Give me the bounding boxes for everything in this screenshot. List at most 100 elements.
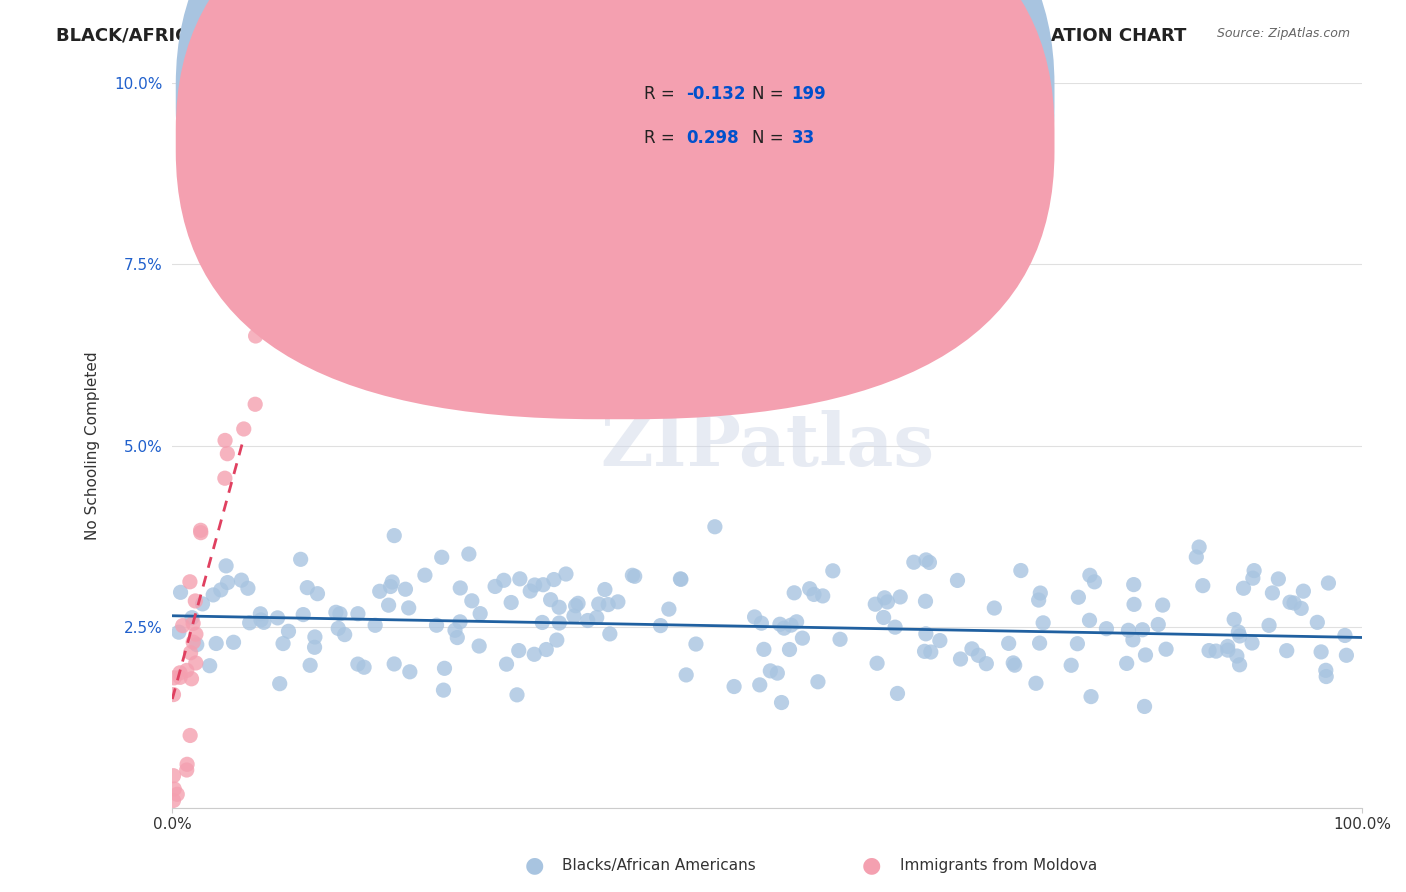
Point <box>253 615 276 630</box>
Point <box>243 397 266 411</box>
Point <box>915 627 938 641</box>
Point <box>523 648 546 662</box>
Point <box>457 547 479 561</box>
Point <box>599 627 621 641</box>
Point <box>865 597 887 611</box>
Point <box>876 595 898 609</box>
Point <box>1185 550 1208 565</box>
Point <box>179 729 201 743</box>
Point <box>353 660 375 674</box>
Point <box>249 185 271 199</box>
Text: Blacks/African Americans: Blacks/African Americans <box>562 858 756 872</box>
Point <box>1025 676 1047 690</box>
Point <box>519 584 541 599</box>
Point <box>181 635 204 649</box>
Point <box>180 646 202 660</box>
Point <box>967 648 990 663</box>
Point <box>576 614 599 628</box>
Point <box>903 555 925 569</box>
Point <box>866 657 889 671</box>
Point <box>304 640 326 655</box>
Point <box>598 598 620 612</box>
Point <box>209 582 232 597</box>
Text: Immigrants from Moldova: Immigrants from Moldova <box>900 858 1097 872</box>
Text: N =: N = <box>752 85 789 103</box>
Point <box>509 572 531 586</box>
Text: ●: ● <box>524 855 544 875</box>
Point <box>1232 581 1254 595</box>
Point <box>249 607 271 621</box>
Point <box>184 594 207 608</box>
Point <box>769 617 792 632</box>
Point <box>669 573 692 587</box>
Point <box>413 568 436 582</box>
Point <box>1002 656 1025 670</box>
Point <box>231 573 253 587</box>
Point <box>468 639 491 653</box>
Point <box>169 585 191 599</box>
Point <box>1132 623 1154 637</box>
Point <box>333 627 356 641</box>
Point <box>873 591 896 605</box>
Point <box>163 782 186 797</box>
Point <box>567 596 589 610</box>
Point <box>304 630 326 644</box>
Text: ●: ● <box>862 855 882 875</box>
Point <box>799 582 821 596</box>
Point <box>1289 601 1312 615</box>
Point <box>215 558 238 573</box>
Point <box>928 633 950 648</box>
Point <box>1306 615 1329 630</box>
Point <box>555 567 578 582</box>
Point <box>381 574 404 589</box>
Point <box>176 757 198 772</box>
Point <box>190 525 212 540</box>
Point <box>239 615 262 630</box>
Point <box>508 643 530 657</box>
Point <box>368 584 391 599</box>
Point <box>889 590 911 604</box>
Point <box>1292 584 1315 599</box>
Point <box>1336 648 1358 663</box>
Point <box>807 674 830 689</box>
Point <box>266 611 288 625</box>
Point <box>773 621 796 635</box>
Point <box>960 641 983 656</box>
Point <box>1067 591 1090 605</box>
Point <box>828 632 851 647</box>
Text: N =: N = <box>752 129 789 147</box>
Point <box>325 605 347 619</box>
Point <box>1060 658 1083 673</box>
Point <box>543 573 565 587</box>
Point <box>1066 637 1088 651</box>
Point <box>548 600 571 615</box>
Point <box>1029 586 1052 600</box>
Point <box>176 763 198 777</box>
Point <box>623 569 645 583</box>
Point <box>1226 648 1249 663</box>
Point <box>588 597 610 611</box>
Point <box>914 644 936 658</box>
Point <box>1315 669 1337 683</box>
Point <box>546 633 568 648</box>
Point <box>461 594 484 608</box>
Point <box>394 582 416 597</box>
Point <box>723 680 745 694</box>
Point <box>946 574 969 588</box>
Point <box>495 657 517 672</box>
Point <box>920 645 942 659</box>
Point <box>1028 593 1050 607</box>
Point <box>433 661 456 675</box>
Point <box>492 574 515 588</box>
Point <box>1115 657 1137 671</box>
Point <box>364 618 387 632</box>
Point <box>766 666 789 681</box>
Point <box>269 676 291 690</box>
Point <box>181 616 204 631</box>
Point <box>184 656 207 670</box>
Point <box>1282 596 1305 610</box>
Point <box>162 688 184 702</box>
Point <box>190 524 212 538</box>
Point <box>752 642 775 657</box>
Point <box>983 601 1005 615</box>
